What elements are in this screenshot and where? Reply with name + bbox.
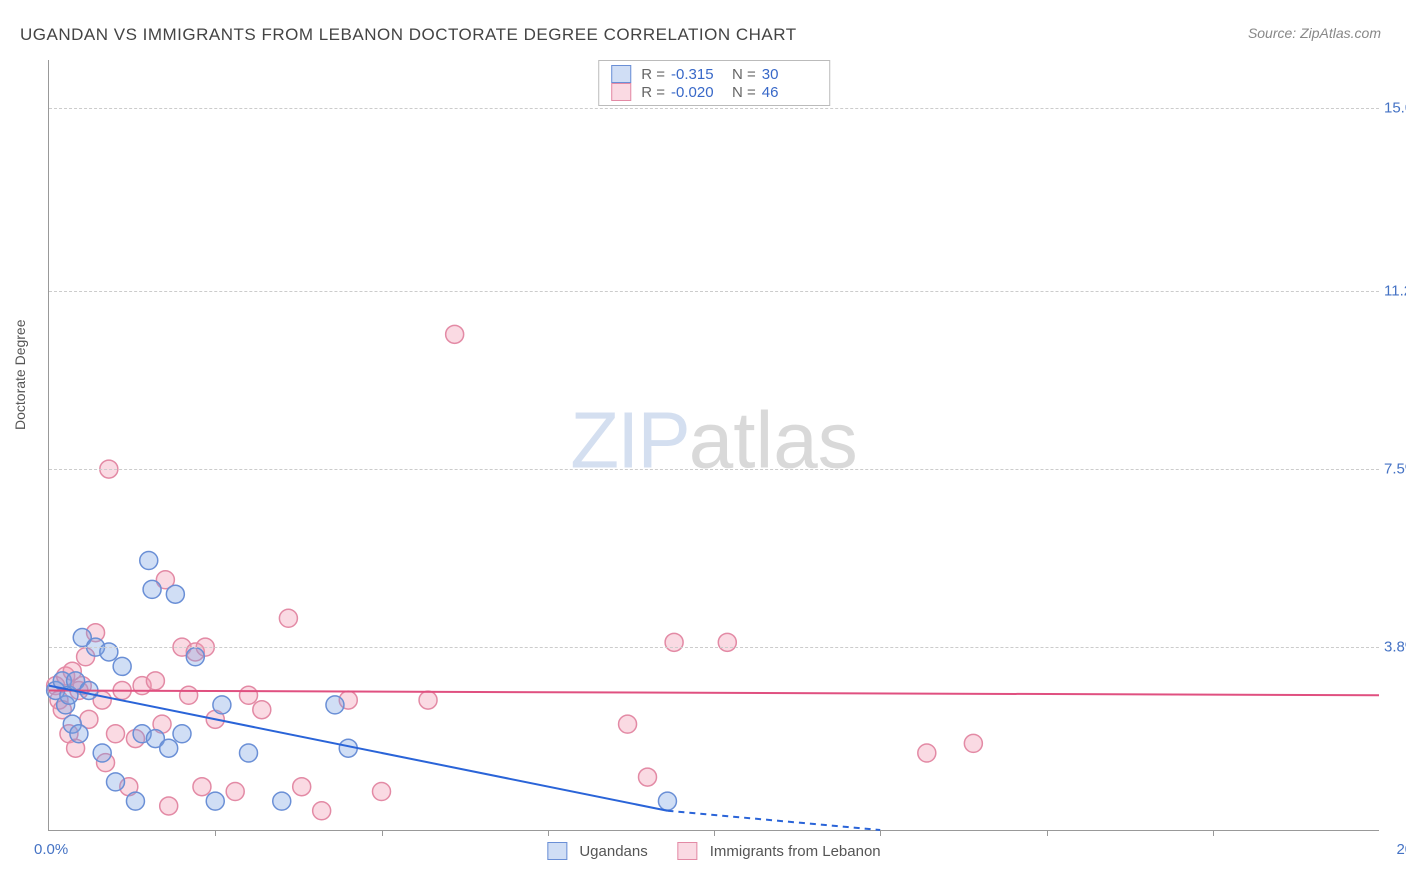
- swatch-lebanon-icon: [611, 83, 631, 101]
- gridline: [49, 469, 1379, 470]
- gridline: [49, 647, 1379, 648]
- y-axis-label: Doctorate Degree: [12, 319, 28, 430]
- x-tick-mark: [215, 830, 216, 836]
- scatter-point-ugandans: [100, 643, 118, 661]
- scatter-point-lebanon: [419, 691, 437, 709]
- scatter-point-lebanon: [639, 768, 657, 786]
- scatter-point-lebanon: [918, 744, 936, 762]
- scatter-point-ugandans: [186, 648, 204, 666]
- x-tick-mark: [1047, 830, 1048, 836]
- scatter-point-lebanon: [964, 734, 982, 752]
- x-axis-max-label: 20.0%: [1396, 841, 1406, 858]
- scatter-point-ugandans: [213, 696, 231, 714]
- scatter-point-lebanon: [293, 778, 311, 796]
- x-axis-min-label: 0.0%: [34, 841, 68, 858]
- n-equals-label: N =: [732, 84, 756, 101]
- legend-label-ugandans: Ugandans: [579, 843, 647, 860]
- scatter-point-ugandans: [326, 696, 344, 714]
- r-value-ugandans: -0.315: [671, 66, 726, 83]
- swatch-lebanon-icon: [678, 842, 698, 860]
- r-equals-label: R =: [641, 66, 665, 83]
- x-tick-mark: [382, 830, 383, 836]
- n-value-ugandans: 30: [762, 66, 817, 83]
- y-tick-label: 3.8%: [1384, 639, 1406, 656]
- gridline: [49, 291, 1379, 292]
- scatter-point-ugandans: [166, 585, 184, 603]
- n-equals-label: N =: [732, 66, 756, 83]
- scatter-point-ugandans: [93, 744, 111, 762]
- scatter-point-lebanon: [180, 686, 198, 704]
- trendline-ugandans: [49, 686, 667, 811]
- n-value-lebanon: 46: [762, 84, 817, 101]
- r-equals-label: R =: [641, 84, 665, 101]
- scatter-point-lebanon: [240, 686, 258, 704]
- scatter-point-lebanon: [619, 715, 637, 733]
- scatter-point-ugandans: [126, 792, 144, 810]
- x-tick-mark: [714, 830, 715, 836]
- y-tick-label: 7.5%: [1384, 461, 1406, 478]
- scatter-point-ugandans: [206, 792, 224, 810]
- scatter-point-ugandans: [658, 792, 676, 810]
- scatter-point-ugandans: [107, 773, 125, 791]
- scatter-point-ugandans: [173, 725, 191, 743]
- swatch-ugandans-icon: [547, 842, 567, 860]
- scatter-point-lebanon: [193, 778, 211, 796]
- scatter-point-ugandans: [113, 657, 131, 675]
- scatter-point-lebanon: [160, 797, 178, 815]
- scatter-point-lebanon: [313, 802, 331, 820]
- series-legend: Ugandans Immigrants from Lebanon: [547, 842, 880, 860]
- scatter-point-lebanon: [446, 325, 464, 343]
- correlation-legend-row-ugandans: R = -0.315 N = 30: [611, 65, 817, 83]
- scatter-point-ugandans: [140, 552, 158, 570]
- legend-label-lebanon: Immigrants from Lebanon: [710, 843, 881, 860]
- scatter-point-ugandans: [70, 725, 88, 743]
- scatter-point-lebanon: [107, 725, 125, 743]
- scatter-point-ugandans: [143, 580, 161, 598]
- correlation-legend: R = -0.315 N = 30 R = -0.020 N = 46: [598, 60, 830, 106]
- y-tick-label: 15.0%: [1384, 100, 1406, 117]
- scatter-point-lebanon: [279, 609, 297, 627]
- correlation-legend-row-lebanon: R = -0.020 N = 46: [611, 83, 817, 101]
- scatter-point-ugandans: [160, 739, 178, 757]
- scatter-point-lebanon: [373, 783, 391, 801]
- gridline: [49, 108, 1379, 109]
- scatter-point-lebanon: [146, 672, 164, 690]
- x-tick-mark: [1213, 830, 1214, 836]
- legend-item-lebanon: Immigrants from Lebanon: [678, 842, 881, 860]
- r-value-lebanon: -0.020: [671, 84, 726, 101]
- trendline-ugandans-extrapolated: [667, 811, 880, 830]
- chart-title: UGANDAN VS IMMIGRANTS FROM LEBANON DOCTO…: [20, 25, 797, 45]
- scatter-point-ugandans: [240, 744, 258, 762]
- scatter-point-lebanon: [718, 633, 736, 651]
- y-tick-label: 11.2%: [1384, 283, 1406, 300]
- scatter-point-lebanon: [253, 701, 271, 719]
- x-tick-mark: [548, 830, 549, 836]
- legend-item-ugandans: Ugandans: [547, 842, 647, 860]
- swatch-ugandans-icon: [611, 65, 631, 83]
- source-attribution: Source: ZipAtlas.com: [1248, 25, 1381, 41]
- scatter-point-lebanon: [226, 783, 244, 801]
- plot-area: ZIPatlas R = -0.315 N = 30 R = -0.020 N …: [48, 60, 1379, 831]
- scatter-point-ugandans: [273, 792, 291, 810]
- scatter-point-lebanon: [665, 633, 683, 651]
- chart-svg-layer: [49, 60, 1379, 830]
- x-tick-mark: [880, 830, 881, 836]
